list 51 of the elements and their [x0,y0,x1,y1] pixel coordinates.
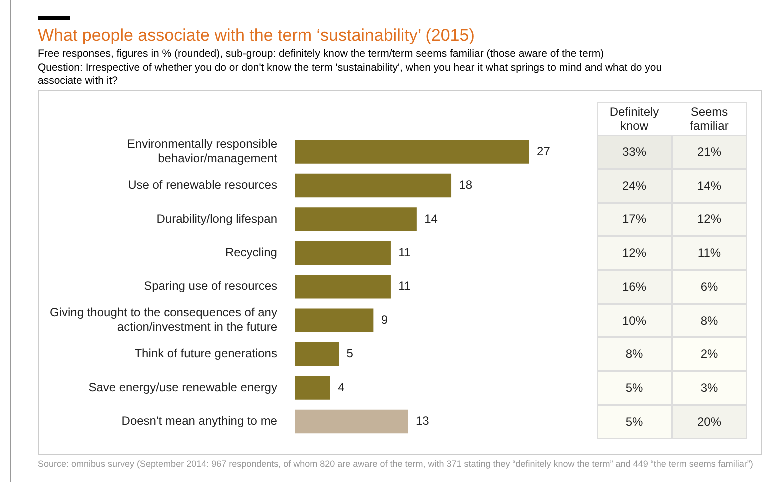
y-tick-label: Use of renewable resources [128,178,278,192]
data-label: 18 [459,178,473,192]
data-label: 11 [398,246,412,260]
data-label: 9 [381,312,388,327]
data-label: 10% [597,304,672,338]
data-label: 33% [597,135,672,169]
data-label: 12% [672,202,747,236]
data-label: 2% [672,337,747,372]
data-label: 6% [672,270,747,304]
data-label: 27 [537,144,551,158]
y-tick-label: Sparing use of resources [144,279,278,294]
source-note: Source: omnibus survey (September 2014: 967 respondents, of whom 820 are aware of the term, with 371 stating they “definitely know the term” and 449 “the term seems familiar”) [38,459,754,470]
data-label: 5% [597,404,672,439]
data-label: 3% [672,371,747,405]
data-label: 14 [424,212,438,226]
x-tick-label: Definitely know [608,104,660,135]
y-tick-label: Durability/long lifespan [156,212,278,226]
data-label: 8% [672,304,747,338]
data-label: 11 [398,279,412,294]
data-label: 11% [672,236,747,270]
data-label: 13 [416,414,430,428]
data-label: 12% [597,236,672,270]
bar [295,140,530,164]
bar [295,241,391,266]
data-label: 5% [597,371,672,405]
data-label: 5 [346,346,354,361]
bar [295,410,408,434]
y-tick-label: Recycling [225,246,278,260]
data-label: 21% [672,135,747,169]
bar [295,376,330,400]
data-label: 17% [597,202,672,236]
chart-title: What people associate with the term ‘sustainability’ (2015) [38,26,475,46]
data-label: 4 [338,380,346,394]
y-tick-label: Think of future generations [134,346,278,361]
y-tick-label: Save energy/use renewable energy [88,380,278,394]
data-label: 16% [597,270,672,304]
bar [295,342,340,366]
bar [295,174,452,198]
y-tick-label: Environmentally responsible behavior/management [127,137,278,166]
text: Question: Irrespective of whether you do or don't know the term 'sustainability', when you hear it what springs to mind and what do you associate with it? [38,62,664,88]
bar [295,275,391,299]
data-label: 24% [597,168,672,203]
x-tick-label: Seems familiar [689,104,730,135]
data-label: 14% [672,168,747,203]
bar [295,308,374,332]
data-label: 8% [597,337,672,372]
bar [295,208,417,232]
y-tick-label: Doesn't mean anything to me [122,414,278,428]
y-tick-label: Giving thought to the consequences of any action/investment in the future [50,306,278,334]
data-label: 20% [672,404,747,439]
chart-subtitle: Free responses, figures in % (rounded), sub-group: definitely know the term/term seems familiar (those aware of the term) [38,48,604,60]
